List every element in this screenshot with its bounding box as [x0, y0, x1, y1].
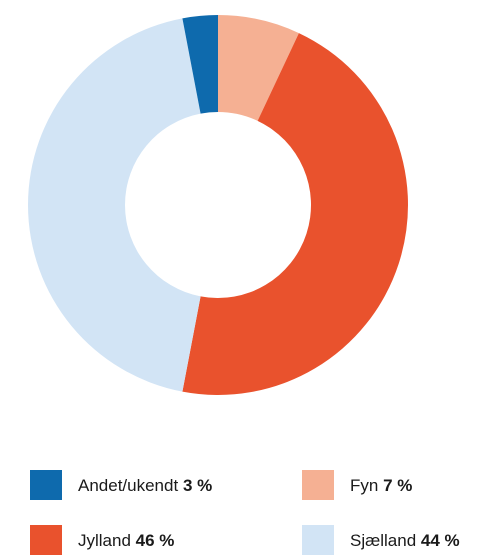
- legend-value: 7 %: [383, 476, 412, 495]
- legend-swatch: [30, 525, 62, 555]
- legend-label: Fyn 7 %: [350, 476, 412, 495]
- legend-label: Sjælland 44 %: [350, 531, 460, 550]
- legend-name: Andet/ukendt: [78, 476, 178, 495]
- donut-slice: [218, 15, 299, 121]
- legend-swatch: [302, 470, 334, 500]
- legend-name: Fyn: [350, 476, 378, 495]
- legend-swatch: [30, 470, 62, 500]
- legend-value: 3 %: [183, 476, 212, 495]
- legend-label: Jylland 46 %: [78, 531, 174, 550]
- donut-slice: [182, 33, 409, 396]
- legend-label: Andet/ukendt 3 %: [78, 476, 212, 495]
- legend-swatch: [302, 525, 334, 555]
- donut-slice: [182, 15, 218, 114]
- donut-slice: [27, 18, 201, 392]
- legend-value: 46 %: [136, 531, 175, 550]
- legend-name: Jylland: [78, 531, 131, 550]
- legend-value: 44 %: [421, 531, 460, 550]
- legend-name: Sjælland: [350, 531, 416, 550]
